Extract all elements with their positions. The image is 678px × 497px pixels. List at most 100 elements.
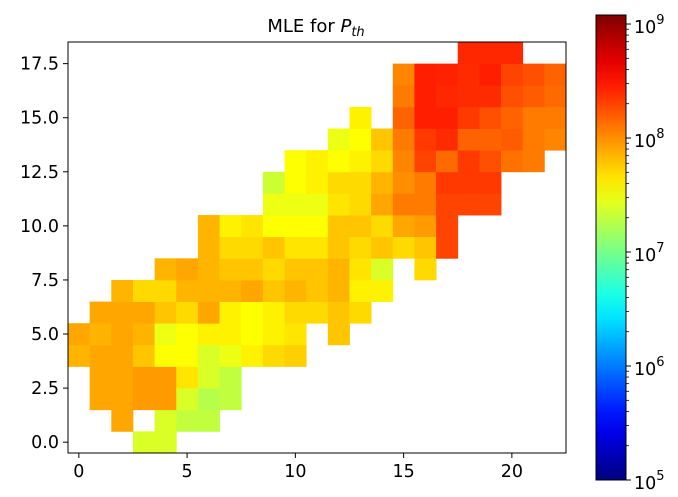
heatmap-cell	[262, 193, 285, 216]
heatmap-cell	[327, 128, 350, 151]
heatmap-cell	[414, 85, 437, 108]
heatmap-cell	[154, 388, 177, 411]
heatmap-cells	[68, 42, 567, 454]
plot-frame	[67, 41, 567, 454]
heatmap-cell	[154, 366, 177, 389]
heatmap-cell	[306, 301, 329, 324]
heatmap-cell	[284, 171, 307, 194]
heatmap-cell	[349, 301, 372, 324]
heatmap-cell	[436, 193, 459, 216]
heatmap-cell	[371, 236, 394, 259]
chart-title-subscript: th	[351, 25, 364, 40]
heatmap-cell	[371, 193, 394, 216]
heatmap-cell	[479, 42, 502, 65]
heatmap-cell	[436, 150, 459, 173]
heatmap-cell	[349, 215, 372, 238]
heatmap-cell	[327, 301, 350, 324]
heatmap-cell	[436, 236, 459, 259]
x-tick-label: 10	[284, 462, 306, 482]
heatmap-cell	[132, 388, 156, 411]
heatmap-cell	[522, 150, 545, 173]
heatmap-cell	[284, 344, 307, 367]
heatmap-cell	[197, 409, 220, 432]
heatmap-cell	[219, 301, 242, 324]
heatmap-cell	[176, 301, 199, 324]
heatmap-cell	[522, 106, 545, 129]
heatmap-cell	[436, 63, 459, 86]
heatmap-cell	[241, 215, 264, 238]
heatmap-cell	[327, 258, 350, 281]
heatmap-cell	[219, 366, 242, 389]
heatmap-cell	[414, 236, 437, 259]
heatmap-cell	[414, 150, 437, 173]
heatmap-cell	[176, 388, 199, 411]
heatmap-cell	[89, 323, 112, 346]
heatmap-cell	[284, 193, 307, 216]
heatmap-cell	[544, 106, 567, 129]
heatmap-cell	[306, 236, 329, 259]
heatmap-cell	[479, 171, 502, 194]
heatmap-cell	[241, 323, 264, 346]
heatmap-cell	[89, 344, 112, 367]
heatmap-cell	[392, 85, 415, 108]
heatmap-cell	[457, 128, 480, 151]
heatmap-cell	[457, 150, 480, 173]
heatmap-cell	[392, 150, 415, 173]
heatmap-cell	[327, 279, 350, 302]
heatmap-cell	[501, 150, 524, 173]
heatmap-cell	[284, 301, 307, 324]
x-tick-label: 5	[182, 462, 193, 482]
heatmap-cell	[306, 150, 329, 173]
heatmap-cell	[219, 258, 242, 281]
heatmap-cell	[457, 193, 480, 216]
heatmap-cell	[436, 106, 459, 129]
heatmap-cell	[89, 366, 112, 389]
heatmap-cell	[176, 409, 199, 432]
heatmap-cell	[262, 236, 285, 259]
heatmap-cell	[371, 150, 394, 173]
heatmap-cell	[262, 301, 285, 324]
heatmap-cell	[327, 171, 350, 194]
heatmap-cell	[111, 323, 134, 346]
heatmap-cell	[436, 85, 459, 108]
heatmap-cell	[89, 301, 112, 324]
y-tick-label: 5.0	[31, 325, 59, 345]
heatmap-cell	[414, 258, 437, 281]
heatmap-cell	[306, 258, 329, 281]
heatmap-cell	[457, 171, 480, 194]
heatmap-cell	[241, 258, 264, 281]
colorbar	[596, 15, 626, 480]
y-tick-label: 0.0	[31, 433, 59, 453]
heatmap-cell	[457, 85, 480, 108]
heatmap-cell	[414, 106, 437, 129]
heatmap-cell	[176, 258, 199, 281]
heatmap-cell	[176, 279, 199, 302]
heatmap-cell	[219, 215, 242, 238]
colorbar-tick-label: 108	[634, 127, 665, 152]
heatmap-cell	[154, 279, 177, 302]
heatmap-cell	[522, 85, 545, 108]
heatmap-cell	[241, 301, 264, 324]
heatmap-cell	[327, 150, 350, 173]
heatmap-cell	[327, 236, 350, 259]
heatmap-cell	[111, 279, 134, 302]
heatmap-cell	[111, 366, 134, 389]
heatmap-cell	[392, 128, 415, 151]
heatmap-cell	[132, 344, 156, 367]
heatmap-cell	[176, 344, 199, 367]
colorbar-tick-label: 107	[634, 241, 665, 266]
heatmap-cell	[349, 106, 372, 129]
heatmap-cell	[219, 236, 242, 259]
chart-title: MLE for Pth	[267, 16, 364, 40]
heatmap-cell	[349, 193, 372, 216]
heatmap-cell	[501, 63, 524, 86]
heatmap-cell	[132, 323, 156, 346]
heatmap-cell	[501, 106, 524, 129]
heatmap-cell	[414, 63, 437, 86]
heatmap-cell	[414, 193, 437, 216]
heatmap-cell	[436, 171, 459, 194]
y-tick-label: 2.5	[31, 379, 59, 399]
heatmap-cell	[479, 150, 502, 173]
heatmap-cell	[284, 150, 307, 173]
heatmap-cell	[197, 344, 220, 367]
